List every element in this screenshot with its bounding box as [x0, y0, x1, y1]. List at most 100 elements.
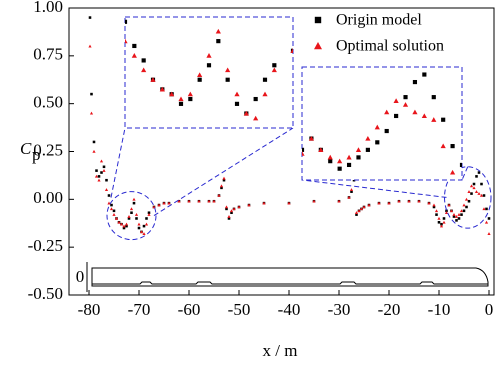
point — [224, 205, 229, 209]
point — [462, 203, 466, 207]
inset-plot — [125, 19, 293, 121]
point — [474, 190, 479, 193]
point — [271, 67, 277, 73]
point — [137, 226, 141, 230]
point — [88, 16, 92, 19]
x-tick-label: -10 — [428, 300, 451, 319]
point — [356, 155, 361, 160]
point — [122, 224, 126, 228]
point — [402, 102, 409, 107]
point — [452, 215, 456, 218]
point — [328, 159, 333, 164]
point — [384, 109, 390, 115]
point — [442, 217, 446, 220]
point — [337, 166, 342, 171]
point — [232, 207, 236, 211]
point — [225, 77, 230, 82]
point — [434, 209, 439, 213]
point — [222, 176, 226, 180]
point — [470, 192, 473, 195]
point — [127, 217, 131, 220]
point — [206, 63, 212, 68]
point — [422, 72, 427, 77]
inset-plot — [302, 72, 462, 175]
point — [482, 207, 486, 211]
point — [97, 175, 101, 178]
point — [147, 211, 151, 215]
point — [206, 53, 212, 58]
point — [117, 220, 121, 224]
zoom-connector — [153, 127, 294, 217]
point — [417, 199, 421, 203]
point — [477, 171, 481, 174]
point — [147, 213, 151, 216]
point — [367, 203, 371, 207]
x-tick-label: 0 — [485, 300, 494, 319]
point — [435, 213, 438, 216]
y-tick-label: 0.50 — [33, 93, 63, 112]
point — [178, 96, 184, 102]
point — [243, 110, 249, 116]
point — [132, 197, 136, 201]
point — [159, 86, 165, 92]
point — [219, 184, 224, 188]
point — [216, 39, 221, 44]
point — [144, 222, 149, 226]
point — [102, 169, 106, 172]
point — [187, 91, 193, 97]
point — [479, 193, 484, 197]
zoom-connector — [301, 179, 447, 198]
point — [230, 211, 233, 215]
point — [94, 174, 99, 178]
point — [225, 67, 231, 73]
point — [437, 216, 441, 220]
point — [432, 203, 436, 207]
y-tick-label: -0.25 — [28, 236, 63, 255]
point — [421, 113, 427, 119]
point — [357, 209, 361, 213]
point — [132, 201, 136, 205]
point — [132, 43, 137, 49]
point — [403, 95, 408, 100]
plot-area — [88, 16, 491, 236]
point — [122, 226, 126, 230]
point — [89, 111, 94, 115]
point — [225, 207, 228, 211]
train-axis-label: 0 — [76, 267, 85, 286]
x-tick-label: -60 — [178, 300, 201, 319]
x-tick-label: -80 — [78, 300, 101, 319]
point — [350, 190, 353, 193]
y-tick-label: 1.00 — [33, 0, 63, 16]
point — [464, 197, 469, 201]
point — [377, 201, 381, 205]
point — [459, 209, 464, 213]
point — [135, 217, 138, 220]
inset-frame — [124, 16, 294, 129]
point — [127, 214, 131, 218]
point — [445, 209, 448, 213]
point — [384, 128, 389, 134]
point — [167, 201, 171, 205]
point — [131, 53, 137, 58]
point — [431, 117, 437, 122]
point — [188, 96, 193, 102]
point — [262, 201, 266, 205]
point — [337, 199, 341, 203]
point — [487, 217, 491, 220]
x-tick-label: -40 — [278, 300, 301, 319]
point — [169, 91, 175, 97]
legend-marker — [314, 42, 322, 50]
point — [229, 209, 234, 213]
point — [145, 217, 148, 220]
point — [253, 96, 258, 102]
point — [100, 171, 103, 174]
point — [134, 213, 139, 216]
point — [412, 109, 418, 115]
point — [125, 38, 128, 44]
point — [178, 101, 184, 106]
legend-marker — [314, 16, 322, 24]
point — [462, 209, 466, 213]
point — [125, 224, 128, 228]
point — [374, 124, 380, 130]
point — [440, 222, 443, 226]
